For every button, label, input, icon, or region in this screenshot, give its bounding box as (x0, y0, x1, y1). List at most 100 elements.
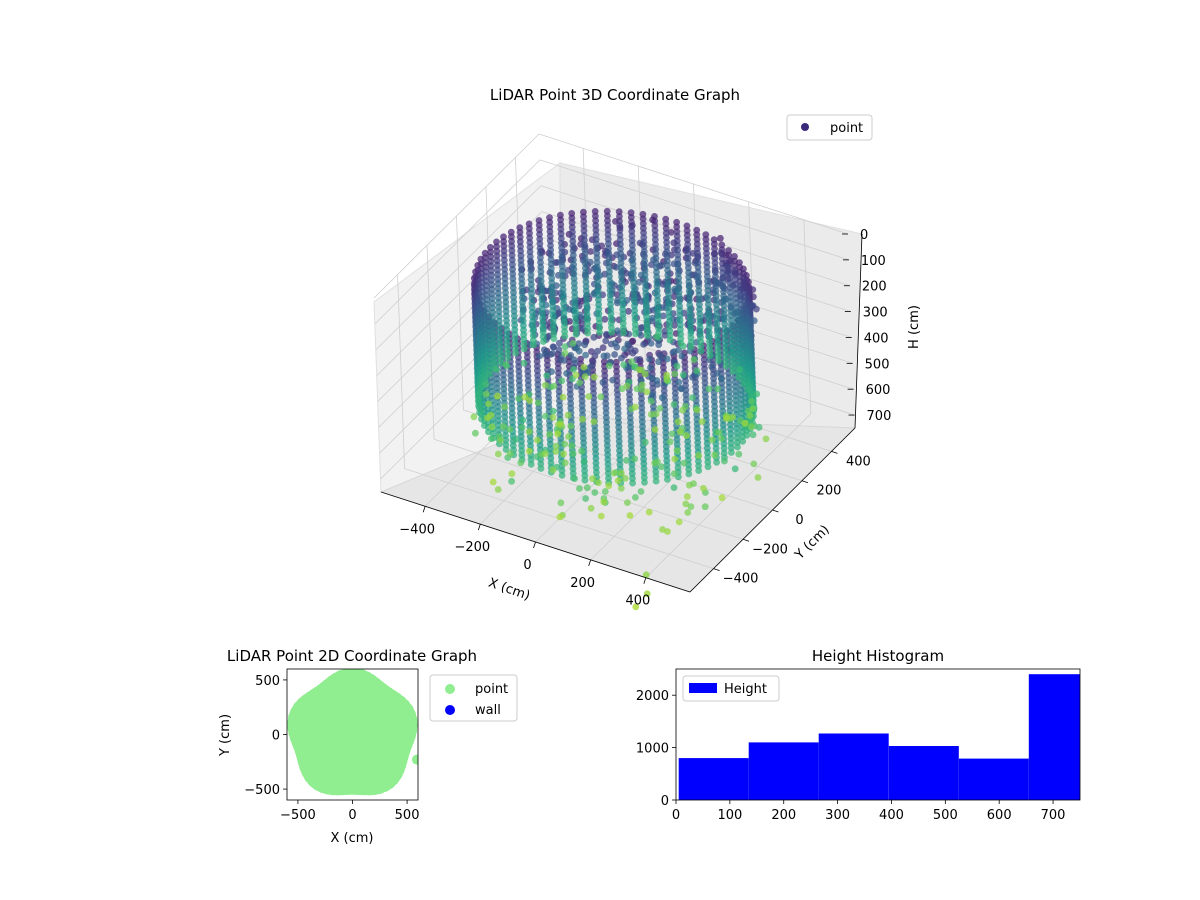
plot3d-point (714, 385, 721, 393)
plot3d-point (628, 461, 636, 468)
plot3d-point (611, 351, 618, 358)
plot3d-point (701, 503, 709, 511)
plot3d-point (508, 470, 516, 478)
plot3d-point (670, 401, 678, 408)
plot3d-point (517, 459, 525, 467)
plot3d-point (561, 323, 568, 331)
plot3d-point (584, 329, 592, 337)
plot3d-point (552, 448, 560, 455)
plot3d-point (587, 248, 594, 255)
plot3d-point (578, 447, 585, 455)
plot3d-point (493, 366, 500, 373)
plot3d-point (493, 384, 501, 392)
plot3d-point (708, 436, 716, 444)
plot3d-point (682, 500, 690, 508)
plot3d-point (502, 361, 510, 368)
plot3d-point (673, 362, 681, 370)
plot3d-point (590, 418, 598, 425)
plot3d-point (717, 249, 725, 257)
plot3d-point (497, 354, 505, 362)
plot3d-point (494, 450, 502, 458)
plot2d-legend-marker-point (445, 684, 455, 694)
plot3d-point (600, 498, 608, 506)
plot3d-point (475, 402, 482, 410)
plot3d-point (663, 376, 671, 384)
plot3d-point (534, 436, 541, 444)
plot3d-point (750, 293, 757, 301)
plot3d-point (576, 485, 583, 492)
plot3d-point (711, 451, 718, 459)
plot3d-point (664, 528, 671, 535)
plot3d-point (645, 508, 653, 516)
plot3d-point (636, 356, 644, 363)
plot3d-y-tick-label: 400 (846, 454, 871, 469)
plot3d-point (625, 330, 633, 338)
plot2d-x-tick-label: −500 (280, 808, 316, 823)
plot3d-point (594, 347, 601, 355)
plot3d-point (488, 435, 495, 443)
plot3d-point (703, 440, 711, 447)
plot3d-point (718, 375, 725, 383)
plot3d-point (521, 393, 529, 401)
plot3d-point (743, 431, 751, 439)
plot3d-point (718, 435, 725, 442)
plot3d-point (713, 459, 720, 466)
plot3d-point (685, 470, 693, 478)
plot3d-point (572, 371, 580, 379)
plot3d-point (488, 423, 496, 431)
plot3d-point (683, 432, 690, 439)
plot3d-point (628, 358, 635, 366)
plot3d-y-ticks: −400 −200 0 200 400 (713, 451, 871, 587)
plot3d-point (598, 242, 606, 250)
plot3d-point (640, 451, 647, 458)
plot3d-point (508, 477, 515, 485)
plot3d-point (684, 438, 692, 445)
plot3d-point (525, 447, 533, 455)
histogram-x-tick-label: 300 (825, 808, 850, 823)
histogram-x-tick-label: 700 (1041, 808, 1066, 823)
plot3d-point (729, 368, 737, 375)
plot3d-point (582, 495, 589, 502)
plot2d-legend-label-point: point (475, 682, 508, 697)
plot3d-point (487, 411, 495, 419)
histogram-x-tick-label: 0 (672, 808, 680, 823)
plot3d-point (653, 377, 661, 384)
histogram-y-tick-label: 1000 (636, 742, 669, 757)
plot3d-point (667, 229, 675, 236)
plot3d-legend: point (786, 114, 873, 141)
plot3d-point (518, 424, 526, 431)
plot3d-point-cloud (470, 207, 770, 611)
plot3d-point (549, 466, 557, 474)
plot3d-point (496, 327, 504, 334)
plot3d-point (621, 345, 628, 353)
plot3d-point (620, 361, 628, 368)
histogram-legend-box (682, 675, 780, 702)
histogram-legend: Height (682, 675, 780, 702)
plot3d-point (653, 333, 660, 340)
plot2d-ticks: −500 0 500 500 0 −500 (244, 674, 419, 823)
plot3d-point (556, 339, 563, 347)
plot3d-point (635, 366, 643, 374)
plot3d-point (568, 442, 576, 450)
plot3d-z-tick-label: 0 (860, 228, 868, 243)
plot2d-y-tick-label: 0 (272, 729, 280, 744)
plot3d-point (599, 344, 607, 352)
plot3d-point (678, 352, 686, 360)
plot3d-point (596, 329, 603, 336)
plot3d-point (542, 412, 549, 420)
plot2d-x-tick-label: 0 (348, 808, 356, 823)
plot3d-point (666, 336, 674, 344)
plot3d-point (482, 263, 490, 271)
plot3d-point (489, 478, 497, 486)
plot3d-point (695, 282, 703, 290)
plot3d-point (663, 355, 671, 363)
plot3d-point (640, 341, 647, 348)
plot3d-point (631, 455, 639, 463)
plot3d-point (587, 504, 595, 512)
histogram-bar (678, 758, 749, 800)
plot3d-point (675, 346, 682, 354)
plot3d-point (740, 277, 748, 285)
plot3d-point (546, 431, 553, 438)
plot3d-point (476, 389, 484, 397)
plot3d-y-tick-label: −400 (723, 572, 759, 587)
